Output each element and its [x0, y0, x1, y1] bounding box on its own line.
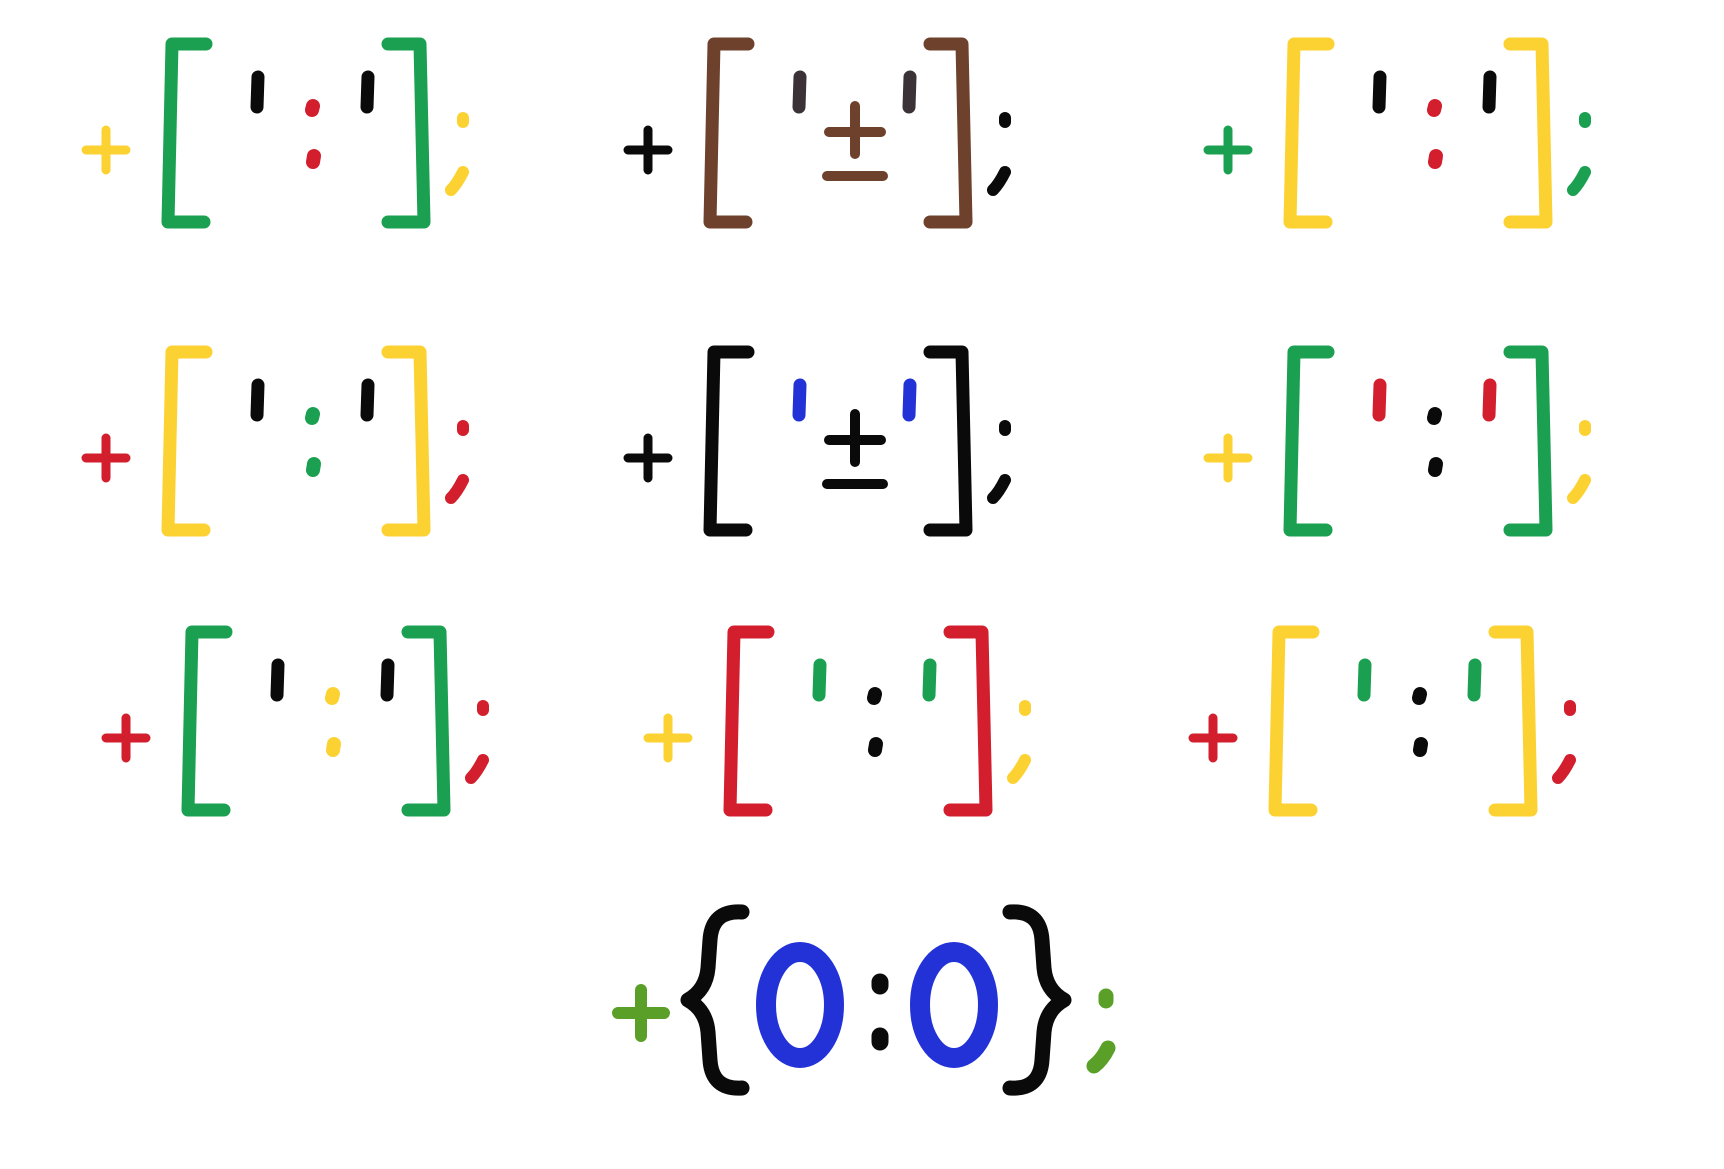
nose-dot-bottom: [326, 737, 341, 757]
semicolon-tail: [1552, 754, 1576, 784]
right-bracket: [923, 345, 973, 537]
left-bracket: [723, 625, 775, 817]
nose-dot-top: [325, 687, 340, 705]
semicolon-tail: [1567, 166, 1591, 196]
left-eye: [1372, 378, 1387, 422]
right-bracket: [1503, 345, 1553, 537]
emoticon-9: [1188, 625, 1576, 817]
right-bracket: [401, 625, 451, 817]
plus-sign: [1203, 433, 1253, 483]
nose-dot-top: [305, 99, 320, 117]
right-bracket: [943, 625, 993, 817]
left-bracket: [161, 345, 213, 537]
right-eye: [902, 70, 917, 114]
nose-dot-bottom: [1428, 457, 1443, 477]
right-bracket: [923, 37, 973, 229]
left-bracket: [181, 625, 233, 817]
plus-sign: [81, 125, 131, 175]
plus-sign: [1188, 713, 1238, 763]
plus-sign: [643, 713, 693, 763]
right-eye: [1467, 658, 1482, 702]
right-eye: [360, 70, 375, 114]
right-eye: [360, 378, 375, 422]
nose-dot-bottom: [306, 457, 321, 477]
left-eye: [812, 658, 827, 702]
emoticon-1: [81, 37, 469, 229]
right-bracket: [381, 345, 431, 537]
emoticon-2: [623, 37, 1011, 229]
plus-sign: [81, 433, 131, 483]
right-eye: [380, 658, 395, 702]
nose-dot-top: [1427, 407, 1442, 425]
left-eye: [1357, 658, 1372, 702]
nose-dot-top: [1427, 99, 1442, 117]
semicolon-tail: [987, 166, 1011, 196]
nose-dot-top: [305, 407, 320, 425]
left-eye: [270, 658, 285, 702]
emoticon-4: [81, 345, 469, 537]
left-bracket: [703, 345, 755, 537]
left-eye: [1372, 70, 1387, 114]
nose-dot-bottom: [868, 737, 883, 757]
plus-sign: [623, 125, 673, 175]
right-bracket: [381, 37, 431, 229]
left-bracket: [1268, 625, 1320, 817]
left-eye-o: [756, 942, 844, 1068]
semicolon-tail: [987, 474, 1011, 504]
plus-sign: [1203, 125, 1253, 175]
right-eye: [922, 658, 937, 702]
nose-dot-bottom: [306, 149, 321, 169]
right-eye: [1482, 70, 1497, 114]
left-bracket: [1283, 37, 1335, 229]
left-bracket: [1283, 345, 1335, 537]
left-eye: [250, 378, 265, 422]
right-brace: [1002, 904, 1072, 1096]
nose-plus-minus: [822, 409, 888, 489]
emoticon-6: [1203, 345, 1591, 537]
semicolon-tail: [1086, 1040, 1116, 1074]
plus-sign: [101, 713, 151, 763]
left-eye: [250, 70, 265, 114]
plus-sign: [612, 984, 670, 1042]
left-eye: [792, 378, 807, 422]
nose-dot-bottom: [1428, 149, 1443, 169]
semicolon-tail: [445, 474, 469, 504]
left-eye: [792, 70, 807, 114]
right-bracket: [1488, 625, 1538, 817]
right-eye: [1482, 378, 1497, 422]
emoticon-final: [612, 904, 1116, 1096]
emoticon-3: [1203, 37, 1591, 229]
nose-dot-top: [1412, 687, 1427, 705]
right-eye: [902, 378, 917, 422]
semicolon-tail: [445, 166, 469, 196]
left-bracket: [161, 37, 213, 229]
semicolon-tail: [1567, 474, 1591, 504]
nose-dot-top: [867, 687, 882, 705]
right-bracket: [1503, 37, 1553, 229]
emoticon-7: [101, 625, 489, 817]
semicolon-tail: [465, 754, 489, 784]
emoticon-5: [623, 345, 1011, 537]
plus-sign: [623, 433, 673, 483]
emoticon-8: [643, 625, 1031, 817]
left-brace: [680, 904, 750, 1096]
right-eye-o: [910, 942, 998, 1068]
nose-plus-minus: [822, 101, 888, 181]
left-bracket: [703, 37, 755, 229]
nose-dot-bottom: [1413, 737, 1428, 757]
semicolon-tail: [1007, 754, 1031, 784]
